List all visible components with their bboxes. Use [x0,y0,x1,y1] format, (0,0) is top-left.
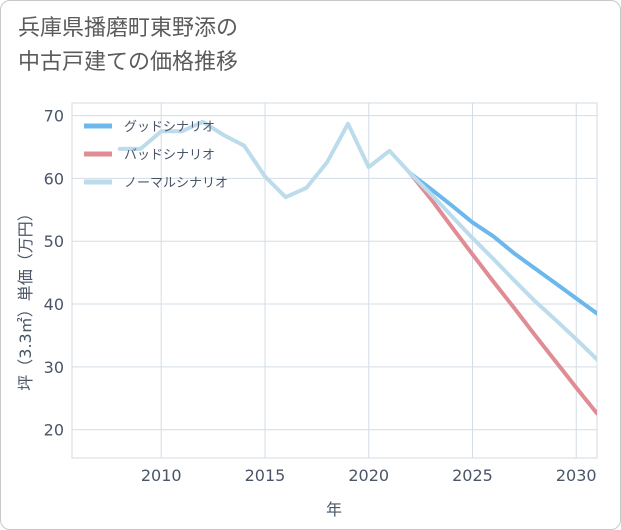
y-tick-label: 20 [44,421,64,440]
legend-item-bad[interactable]: バッドシナリオ [84,148,215,163]
chart-title-line-1: 兵庫県播磨町東野添の [18,16,239,41]
y-tick-label: 40 [44,295,64,314]
x-tick-label: 2010 [141,466,182,485]
x-tick-label: 2020 [348,466,389,485]
y-tick-label: 30 [44,358,64,377]
legend-label: バッドシナリオ [124,148,215,163]
legend-label: グッドシナリオ [124,120,215,135]
x-tick-labels: 2010 2015 2020 2025 2030 [141,466,597,485]
chart-title: 兵庫県播磨町東野添の 中古戸建ての価格推移 [18,12,238,80]
y-tick-label: 60 [44,169,64,188]
grid-lines [72,103,597,458]
good-scenario-line [408,171,597,316]
x-axis-label: 年 [326,500,342,519]
legend-item-normal[interactable]: ノーマルシナリオ [84,176,228,191]
chart-title-line-2: 中古戸建ての価格推移 [18,50,239,75]
y-tick-labels: 20 30 40 50 60 70 [44,107,64,440]
y-axis-label: 坪（3.3㎡）単価（万円） [16,205,35,390]
legend-label: ノーマルシナリオ [124,176,228,191]
y-tick-label: 70 [44,107,64,126]
plot-area [71,102,598,459]
legend-item-good[interactable]: グッドシナリオ [84,120,215,135]
x-tick-label: 2015 [245,466,286,485]
normal-scenario-line [117,119,597,362]
y-tick-label: 50 [44,232,64,251]
series-layer [117,119,597,416]
x-tick-label: 2025 [452,466,493,485]
bad-scenario-line [408,171,597,416]
x-tick-label: 2030 [556,466,597,485]
